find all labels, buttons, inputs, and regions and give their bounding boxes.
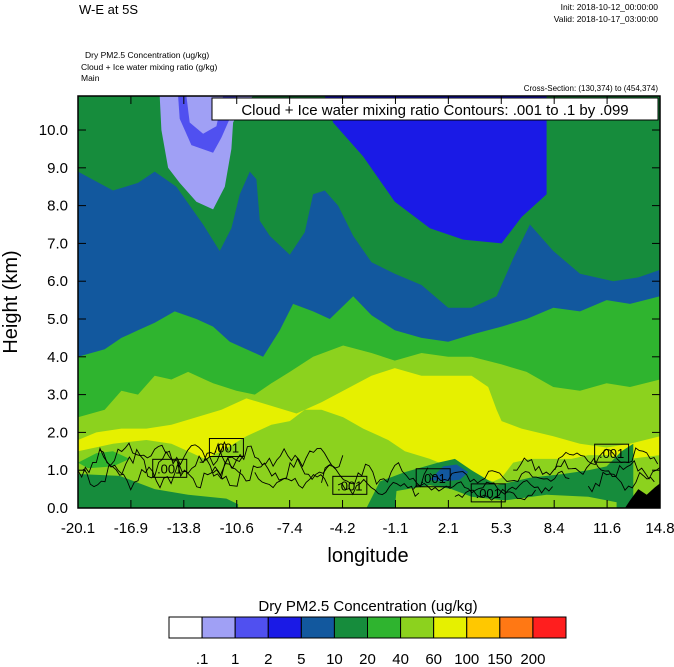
field-name-cloud-ice: Cloud + Ice water mixing ratio (g/kg) bbox=[81, 62, 217, 72]
colorbar-swatch-8 bbox=[433, 616, 468, 639]
contour-line-1 bbox=[82, 461, 242, 491]
colorbar-label-9: 150 bbox=[487, 651, 512, 667]
contour-tag-4: .001 bbox=[476, 486, 501, 501]
y-tick-label-1: 1.0 bbox=[47, 462, 68, 479]
contour-line-6 bbox=[321, 462, 429, 488]
contour-tag-box-5 bbox=[594, 443, 630, 463]
colorbar-title: Dry PM2.5 Concentration (ug/kg) bbox=[258, 598, 477, 615]
colorbar-label-1: 1 bbox=[231, 651, 239, 667]
x-tick-label-9: 8.4 bbox=[544, 520, 565, 537]
field-name-pm25: Dry PM2.5 Concentration (ug/kg) bbox=[85, 50, 209, 60]
colorbar-label-3: 5 bbox=[297, 651, 305, 667]
pm25-patch-5 bbox=[394, 485, 617, 508]
contour-tag-box-0 bbox=[152, 458, 188, 478]
contour-info-box bbox=[211, 97, 659, 121]
x-tick-label-11: 14.8 bbox=[645, 520, 674, 537]
x-tick-label-1: -16.9 bbox=[114, 520, 148, 537]
x-tick-label-8: 5.3 bbox=[491, 520, 512, 537]
x-tick-label-0: -20.1 bbox=[61, 520, 95, 537]
y-axis-label: Height (km) bbox=[0, 250, 22, 353]
cross-section-label: Cross-Section: (130,374) to (454,374) bbox=[524, 84, 659, 93]
colorbar-swatch-6 bbox=[367, 616, 402, 639]
cloud-ice-contours bbox=[78, 441, 660, 501]
colorbar-swatch-9 bbox=[466, 616, 501, 639]
y-tick-label-3: 3.0 bbox=[47, 387, 68, 404]
contour-tag-2: .001 bbox=[337, 478, 362, 493]
colorbar-label-7: 60 bbox=[425, 651, 442, 667]
y-tick-label-0: 0.0 bbox=[47, 500, 68, 517]
contour-line-13 bbox=[587, 471, 655, 493]
init-time: Init: 2018-10-12_00:00:00 bbox=[561, 2, 659, 12]
x-tick-label-7: 2.1 bbox=[438, 520, 459, 537]
contour-line-9 bbox=[429, 470, 570, 484]
colorbar-swatch-11 bbox=[532, 616, 567, 639]
contour-line-11 bbox=[513, 457, 660, 480]
contour-tag-1: .001 bbox=[214, 441, 239, 456]
y-axis: 0.0 1.0 2.0 3.0 4.0 5.0 6.0 7.0 8.0 9.0 10.0 bbox=[39, 122, 660, 517]
plot-frame bbox=[77, 95, 661, 509]
contour-line-7 bbox=[337, 478, 420, 497]
valid-time: Valid: 2018-10-17_03:00:00 bbox=[554, 14, 659, 24]
colorbar: .1 1 2 5 10 20 40 60 100 150 200 bbox=[168, 616, 567, 667]
pm25-patch-7 bbox=[78, 451, 130, 469]
colorbar-label-0: .1 bbox=[196, 651, 209, 667]
colorbar-label-6: 40 bbox=[392, 651, 409, 667]
colorbar-swatch-10 bbox=[499, 616, 534, 639]
y-tick-label-5: 5.0 bbox=[47, 311, 68, 328]
x-tick-label-10: 11.6 bbox=[593, 520, 621, 537]
colorbar-label-2: 2 bbox=[264, 651, 272, 667]
contour-line-12 bbox=[554, 447, 659, 471]
y-tick-label-4: 4.0 bbox=[47, 349, 68, 366]
colorbar-label-5: 20 bbox=[359, 651, 376, 667]
contour-info-text: Cloud + Ice water mixing ratio Contours:… bbox=[241, 102, 628, 119]
x-tick-label-2: -13.8 bbox=[167, 520, 201, 537]
colorbar-label-10: 200 bbox=[520, 651, 545, 667]
x-axis: -20.1 -16.9 -13.8 -10.6 -7.4 -4.2 -1.1 2.1 5.3 8.… bbox=[61, 96, 674, 537]
x-axis-label: longitude bbox=[327, 545, 408, 567]
field-name-main: Main bbox=[81, 73, 100, 83]
y-tick-label-6: 6.0 bbox=[47, 273, 68, 290]
y-tick-label-10: 10.0 bbox=[39, 122, 68, 139]
x-tick-label-4: -7.4 bbox=[277, 520, 303, 537]
contour-line-10 bbox=[454, 488, 536, 501]
colorbar-swatch-0 bbox=[168, 616, 203, 639]
contour-tag-0: .001 bbox=[157, 461, 182, 476]
contour-tag-box-1 bbox=[208, 438, 244, 458]
contour-line-3 bbox=[199, 442, 344, 469]
x-tick-label-5: -4.2 bbox=[330, 520, 356, 537]
y-tick-label-9: 9.0 bbox=[47, 160, 68, 177]
pm25-shaded-field bbox=[78, 96, 660, 508]
colorbar-swatch-5 bbox=[333, 616, 368, 639]
contour-tag-box-2 bbox=[332, 475, 368, 495]
pm25-patch-8 bbox=[625, 483, 660, 508]
colorbar-swatch-7 bbox=[400, 616, 435, 639]
pm25-patch-3 bbox=[78, 474, 239, 508]
colorbar-label-8: 100 bbox=[454, 651, 479, 667]
y-tick-label-2: 2.0 bbox=[47, 424, 68, 441]
contour-line-5 bbox=[254, 472, 329, 489]
contour-tag-box-3 bbox=[415, 468, 451, 488]
x-tick-label-3: -10.6 bbox=[220, 520, 254, 537]
y-tick-label-8: 8.0 bbox=[47, 198, 68, 215]
contour-line-8 bbox=[412, 479, 553, 495]
colorbar-swatch-1 bbox=[201, 616, 236, 639]
chart-title: W-E at 5S bbox=[79, 2, 138, 17]
contour-tag-box-4 bbox=[470, 483, 506, 503]
x-tick-label-6: -1.1 bbox=[383, 520, 409, 537]
contour-tag-3: .001 bbox=[421, 471, 446, 486]
pm25-patch-6 bbox=[429, 464, 469, 482]
colorbar-swatch-2 bbox=[234, 616, 269, 639]
contour-labels: .001 .001 .001 .001 .001 .001 bbox=[152, 438, 630, 503]
colorbar-label-4: 10 bbox=[326, 651, 343, 667]
colorbar-swatch-3 bbox=[267, 616, 302, 639]
contour-line-2 bbox=[99, 441, 229, 467]
contour-tag-5: .001 bbox=[599, 446, 624, 461]
y-tick-label-7: 7.0 bbox=[47, 235, 68, 252]
colorbar-swatch-4 bbox=[300, 616, 335, 639]
